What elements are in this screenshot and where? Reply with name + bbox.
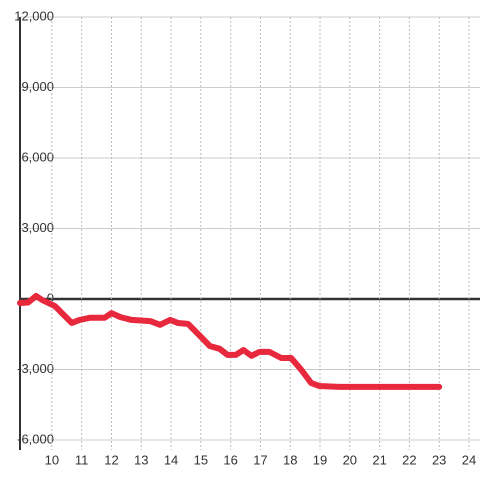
x-tick-label: 19 (313, 452, 327, 467)
y-tick-label: 3,000 (21, 220, 54, 235)
x-tick-label: 11 (75, 452, 89, 467)
y-tick-label: 9,000 (21, 79, 54, 94)
x-tick-label: 13 (134, 452, 148, 467)
y-tick-label: -6,000 (17, 431, 54, 446)
y-tick-label: 0 (47, 290, 54, 305)
x-tick-label: 14 (164, 452, 178, 467)
x-tick-label: 17 (253, 452, 267, 467)
x-tick-label: 15 (194, 452, 208, 467)
x-tick-label: 23 (432, 452, 446, 467)
x-tick-label: 21 (372, 452, 386, 467)
x-tick-label: 20 (343, 452, 357, 467)
x-tick-label: 10 (45, 452, 59, 467)
data-line (17, 292, 443, 390)
x-tick-label: 24 (462, 452, 476, 467)
x-tick-label: 16 (223, 452, 237, 467)
y-tick-label: 12,000 (14, 8, 54, 23)
y-tick-label: 6,000 (21, 149, 54, 164)
x-tick-label: 18 (283, 452, 297, 467)
y-tick-label: -3,000 (17, 361, 54, 376)
x-tick-label: 22 (402, 452, 416, 467)
x-tick-label: 12 (104, 452, 118, 467)
